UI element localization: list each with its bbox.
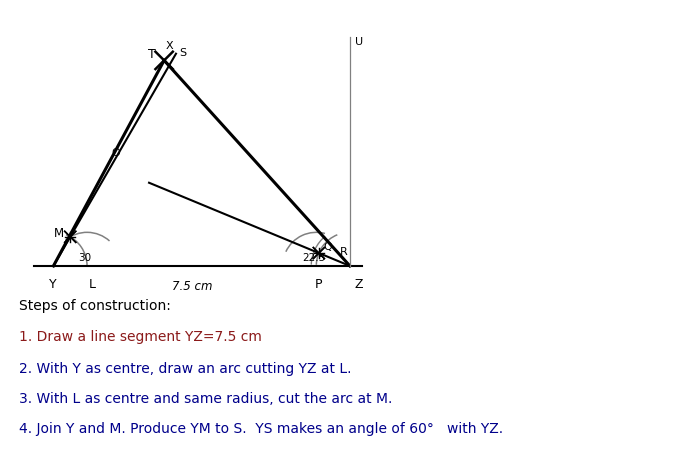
Text: 2. With Y as centre, draw an arc cutting YZ at L.: 2. With Y as centre, draw an arc cutting…: [19, 362, 351, 376]
Text: M: M: [54, 227, 64, 240]
Text: Steps of construction:: Steps of construction:: [19, 299, 171, 313]
Text: R: R: [339, 247, 347, 257]
Text: X: X: [166, 41, 173, 51]
Text: T: T: [148, 49, 155, 61]
Text: 4. Join Y and M. Produce YM to S.  YS makes an angle of 60°   with YZ.: 4. Join Y and M. Produce YM to S. YS mak…: [19, 422, 503, 436]
Text: U: U: [354, 36, 363, 46]
Text: L: L: [89, 278, 96, 291]
Text: Y: Y: [48, 278, 56, 291]
Text: S: S: [179, 48, 186, 58]
Text: 7.5 cm: 7.5 cm: [171, 280, 212, 293]
Text: P: P: [314, 278, 322, 291]
Text: 22.5: 22.5: [303, 253, 326, 263]
Text: Q: Q: [324, 242, 333, 252]
Text: 1. Draw a line segment YZ=7.5 cm: 1. Draw a line segment YZ=7.5 cm: [19, 330, 262, 344]
Text: 3. With L as centre and same radius, cut the arc at M.: 3. With L as centre and same radius, cut…: [19, 392, 392, 406]
Text: 30: 30: [78, 253, 91, 263]
Text: O: O: [111, 148, 120, 158]
Text: Z: Z: [354, 278, 363, 291]
